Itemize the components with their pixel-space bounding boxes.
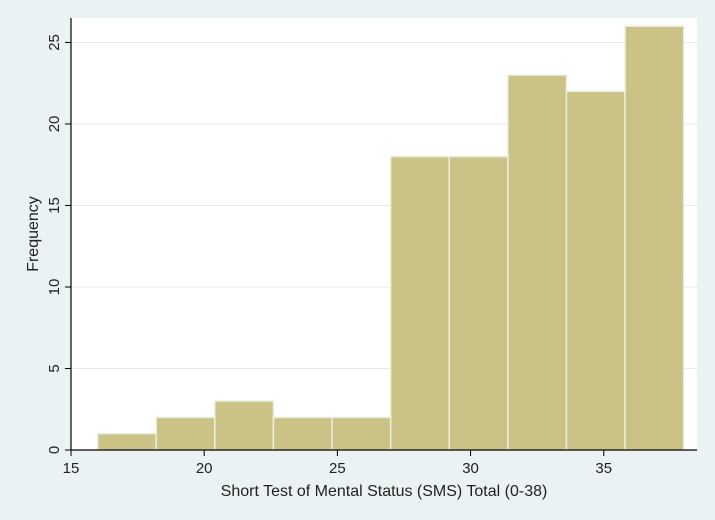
- bars: [96, 25, 685, 451]
- histogram-bar: [565, 90, 626, 451]
- histogram-bar: [331, 416, 392, 451]
- histogram-bar: [448, 155, 509, 451]
- y-tick-label: 15: [46, 197, 63, 214]
- x-axis-title: Short Test of Mental Status (SMS) Total …: [221, 483, 548, 500]
- histogram-bar: [272, 416, 333, 451]
- x-tick-label: 15: [63, 460, 80, 477]
- histogram-bar: [155, 416, 216, 451]
- x-ticks: 15 20 25 30 35: [63, 450, 612, 477]
- histogram-bar: [96, 432, 157, 451]
- x-tick-label: 20: [196, 460, 213, 477]
- histogram-bar: [389, 155, 451, 451]
- y-tick-label: 25: [46, 34, 63, 51]
- y-tick-label: 0: [46, 446, 63, 454]
- y-ticks: 0 5 10 15 20 25: [46, 34, 71, 454]
- histogram-bar: [624, 25, 685, 451]
- x-tick-label: 30: [462, 460, 479, 477]
- x-tick-label: 25: [329, 460, 346, 477]
- y-tick-label: 5: [46, 364, 63, 372]
- histogram-bar: [214, 400, 275, 451]
- x-tick-label: 35: [595, 460, 612, 477]
- y-tick-label: 20: [46, 116, 63, 133]
- histogram-bar: [507, 74, 568, 451]
- y-tick-label: 10: [46, 279, 63, 296]
- y-axis-title: Frequency: [25, 196, 42, 272]
